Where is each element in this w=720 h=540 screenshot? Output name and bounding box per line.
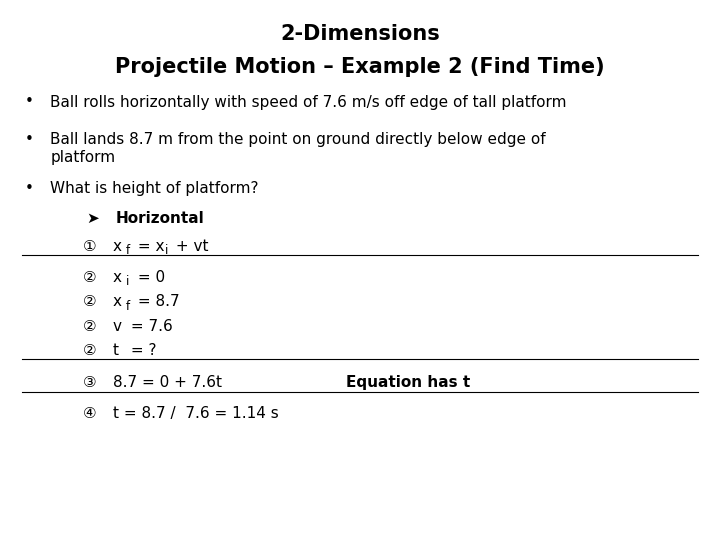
Text: i: i — [165, 244, 168, 257]
Text: = x: = x — [133, 239, 165, 254]
Text: •: • — [25, 132, 34, 147]
Text: f: f — [126, 300, 130, 313]
Text: v: v — [113, 319, 122, 334]
Text: ④: ④ — [83, 406, 96, 421]
Text: Ball rolls horizontally with speed of 7.6 m/s off edge of tall platform: Ball rolls horizontally with speed of 7.… — [50, 94, 567, 110]
Text: i: i — [126, 275, 130, 288]
Text: ②: ② — [83, 343, 96, 358]
Text: x: x — [113, 239, 122, 254]
Text: x: x — [113, 294, 122, 309]
Text: + vt: + vt — [171, 239, 208, 254]
Text: ③: ③ — [83, 375, 96, 390]
Text: ➤: ➤ — [86, 211, 99, 226]
Text: = 7.6: = 7.6 — [126, 319, 173, 334]
Text: Ball lands 8.7 m from the point on ground directly below edge of
platform: Ball lands 8.7 m from the point on groun… — [50, 132, 546, 165]
Text: ①: ① — [83, 239, 96, 254]
Text: ②: ② — [83, 270, 96, 285]
Text: Projectile Motion – Example 2 (Find Time): Projectile Motion – Example 2 (Find Time… — [115, 57, 605, 77]
Text: 2-Dimensions: 2-Dimensions — [280, 24, 440, 44]
Text: Equation has t: Equation has t — [346, 375, 470, 390]
Text: t: t — [113, 343, 119, 358]
Text: = 0: = 0 — [133, 270, 166, 285]
Text: What is height of platform?: What is height of platform? — [50, 181, 259, 196]
Text: f: f — [126, 244, 130, 257]
Text: ②: ② — [83, 319, 96, 334]
Text: t = 8.7 /  7.6 = 1.14 s: t = 8.7 / 7.6 = 1.14 s — [113, 406, 279, 421]
Text: = 8.7: = 8.7 — [133, 294, 180, 309]
Text: = ?: = ? — [126, 343, 156, 358]
Text: x: x — [113, 270, 122, 285]
Text: ②: ② — [83, 294, 96, 309]
Text: 8.7 = 0 + 7.6t: 8.7 = 0 + 7.6t — [113, 375, 222, 390]
Text: Horizontal: Horizontal — [115, 211, 204, 226]
Text: •: • — [25, 94, 34, 110]
Text: •: • — [25, 181, 34, 196]
